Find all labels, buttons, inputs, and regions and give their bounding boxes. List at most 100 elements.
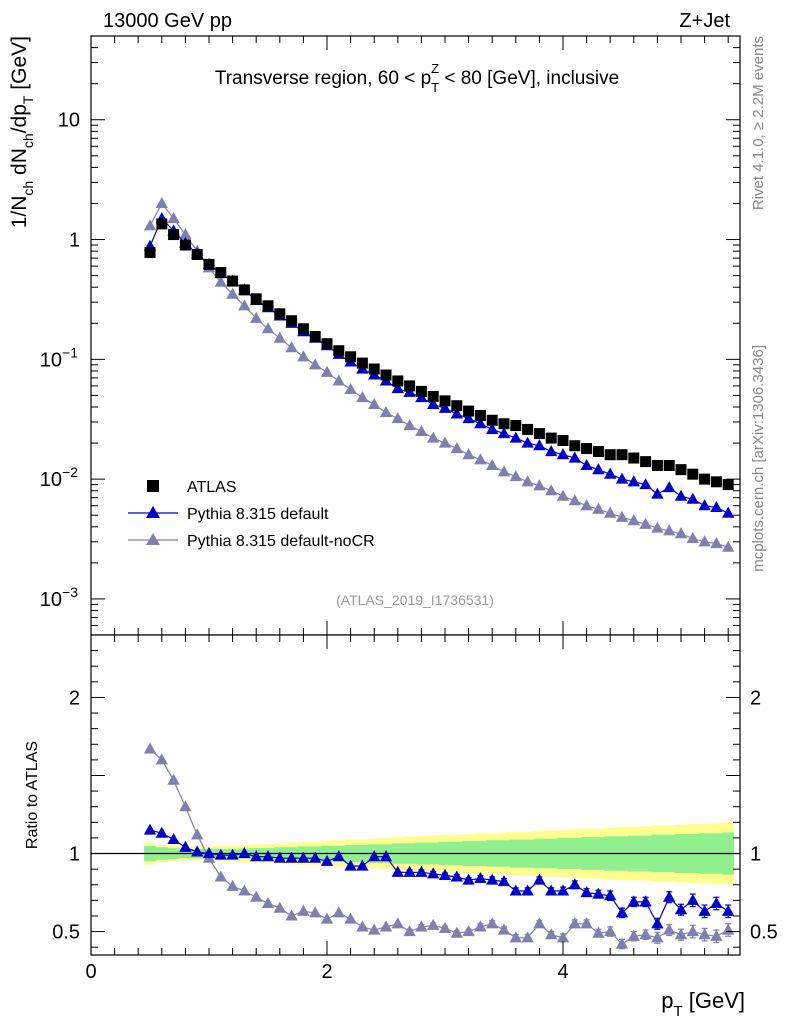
rivet-version-label: Rivet 4.1.0, ≥ 2.2M events [750,36,767,210]
main-series [143,196,735,552]
ratio-point-0 [191,845,204,857]
main-point-2 [391,412,404,424]
main-point-atlas [557,435,569,447]
main-y-tick-label: 10−1 [40,344,78,371]
ratio-point-1 [191,828,204,840]
main-point-2 [663,524,676,536]
main-point-1 [438,401,452,413]
ratio-point-1 [604,925,617,937]
ratio-y-tick-label-right: 0.5 [750,922,778,944]
ratio-point-1 [250,890,263,902]
main-point-atlas [156,218,168,230]
ratio-point-0 [143,823,157,835]
legend: ATLAS Pythia 8.315 default Pythia 8.315 … [128,479,375,550]
main-point-1 [556,448,570,460]
main-point-2 [462,448,475,460]
ratio-point-0 [332,850,345,862]
main-plot-area [91,36,740,635]
main-point-2 [297,350,310,362]
main-point-atlas [368,363,380,375]
ratio-point-1 [533,917,546,929]
x-tick-label: 0 [85,961,96,983]
main-point-1 [592,463,605,475]
main-point-2 [214,275,227,287]
energy-label: 13000 GeV pp [103,10,232,32]
main-y-tick-label: 10−2 [40,464,78,491]
main-point-atlas [333,345,345,357]
main-point-atlas [569,440,581,452]
ratio-point-1 [592,926,605,938]
main-point-atlas [722,479,734,491]
ratio-point-0 [686,893,699,905]
ratio-point-1 [261,896,275,909]
main-point-2 [261,322,275,334]
main-point-1 [674,489,688,501]
main-point-atlas [628,452,640,464]
main-point-atlas [227,275,239,287]
ratio-point-1 [698,928,711,940]
ratio-point-1 [155,753,168,765]
ratio-point-0 [403,865,416,877]
main-point-1 [521,436,534,448]
main-point-2 [568,494,581,506]
main-point-1 [509,431,522,443]
ratio-point-1 [615,937,629,949]
main-point-2 [320,365,334,377]
main-point-atlas [262,300,274,312]
main-point-atlas [179,239,191,251]
main-panel: 10 1 10−1 10−2 10−3 Transverse region, 60 < … [8,35,741,636]
x-axis-label: pT [GeV] [661,988,745,1020]
ratio-point-1 [521,931,534,943]
main-point-2 [615,510,629,522]
main-point-1 [604,467,617,479]
ratio-point-0 [273,851,286,863]
main-point-atlas [533,428,545,440]
main-point-atlas [191,249,203,261]
ratio-y-axis-label: Ratio to ATLAS [24,741,41,849]
main-point-2 [674,527,688,539]
ratio-point-0 [368,850,381,862]
mcplots-label: mcplots.cern.ch [arXiv:1306.3436] [750,345,767,572]
ratio-point-0 [698,904,711,916]
main-point-2 [580,499,593,511]
main-point-2 [285,341,298,353]
main-point-2 [238,299,251,311]
ratio-point-1 [379,920,393,932]
ratio-point-0 [615,906,629,918]
ratio-point-0 [674,903,688,915]
main-point-atlas [545,432,557,444]
main-point-atlas [710,476,722,488]
main-point-2 [438,436,452,448]
x-tick-label: 2 [321,961,332,983]
ratio-point-1 [427,918,440,930]
ratio-point-1 [639,928,652,940]
main-point-atlas [321,338,333,350]
main-point-2 [167,211,180,223]
ratio-ticks: 0 2 4 0.5 0.5 1 1 2 2 [52,634,778,983]
main-point-1 [651,487,664,499]
x-tick-label: 4 [557,961,568,983]
main-point-atlas [640,456,652,468]
ratio-y-tick-label-left: 1 [69,844,80,866]
ratio-point-0 [474,872,487,884]
main-point-2 [356,391,369,403]
main-point-atlas [250,293,262,305]
main-point-atlas [144,246,156,258]
ratio-point-0 [202,847,216,859]
main-point-1 [710,500,723,513]
main-point-2 [722,540,735,552]
ratio-point-1 [344,912,357,924]
main-point-2 [710,537,723,549]
ratio-point-0 [604,889,617,901]
main-point-atlas [439,395,451,407]
ratio-point-1 [332,906,345,918]
main-point-2 [368,397,381,410]
ratio-point-1 [391,917,404,929]
main-point-2 [250,311,263,323]
main-point-1 [462,412,475,424]
main-point-atlas [427,390,439,402]
main-point-atlas [604,449,616,461]
main-ticks: 10 1 10−1 10−2 10−3 [40,35,740,636]
main-point-atlas [203,258,215,270]
